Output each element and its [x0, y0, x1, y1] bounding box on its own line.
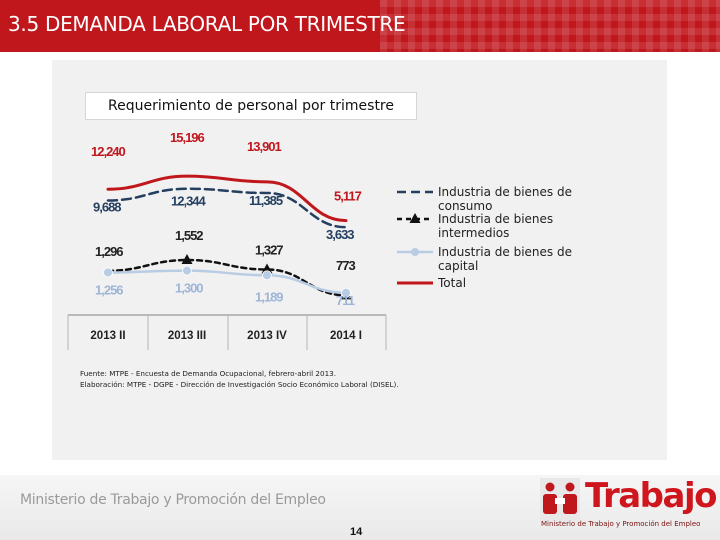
markers-layer: [103, 254, 352, 300]
brand-subtitle: Ministerio de Trabajo y Promoción del Em…: [541, 520, 701, 528]
series-line: [106, 269, 348, 294]
triangle-marker: [261, 263, 273, 274]
legend-triangle-marker: [409, 213, 421, 223]
data-label: 12,240: [91, 144, 126, 159]
data-label: 5,117: [334, 189, 362, 204]
brand-logo-text: Trabajo: [585, 476, 717, 516]
circle-marker: [262, 270, 272, 281]
page-title: 3.5 DEMANDA LABORAL POR TRIMESTRE: [8, 12, 406, 36]
series-line: [106, 187, 348, 229]
circle-marker: [341, 287, 351, 298]
series-line: [106, 258, 348, 297]
ministry-logo-icon: [540, 478, 580, 522]
source-line: Fuente: MTPE - Encuesta de Demanda Ocupa…: [80, 369, 337, 378]
data-label: 1,552: [175, 228, 203, 243]
data-label: 9,688: [93, 199, 121, 214]
legend-label-continued: intermedios: [438, 226, 509, 240]
source-note: Fuente: MTPE - Encuesta de Demanda Ocupa…: [80, 368, 399, 390]
chart-title: Requerimiento de personal por trimestre: [85, 92, 417, 120]
title-bar: 3.5 DEMANDA LABORAL POR TRIMESTRE: [0, 0, 720, 52]
data-label: 15,196: [170, 130, 205, 145]
legend-label: Industria de bienes: [438, 212, 553, 226]
footer-band: [0, 475, 720, 540]
x-tick-label: 2013 II: [90, 330, 125, 342]
x-tick-label: 2014 I: [330, 330, 362, 342]
content-panel: [52, 60, 667, 460]
legend-label: Industria de bienes de: [438, 185, 572, 199]
series-line: [106, 174, 348, 223]
plot-frame: [67, 314, 387, 350]
ministry-name: Ministerio de Trabajo y Promoción del Em…: [20, 492, 326, 508]
triangle-marker: [181, 254, 193, 265]
legend-circle-marker: [411, 248, 419, 256]
x-tick-label: 2013 III: [168, 330, 206, 342]
data-label: 13,901: [247, 139, 282, 154]
data-label: 1,189: [255, 289, 283, 304]
data-label: 1,327: [255, 242, 283, 257]
title-bar-pattern: [380, 0, 720, 52]
credits-line: Elaboración: MTPE - DGPE - Dirección de …: [80, 380, 399, 389]
data-labels: 12,240 15,196 13,901 5,117 9,688 12,344 11,385…: [91, 130, 363, 308]
legend-label: Industria de bienes de: [438, 245, 572, 259]
circle-marker: [103, 267, 113, 278]
legend-label-continued: capital: [438, 259, 478, 273]
data-label: 1,256: [95, 282, 123, 297]
circle-marker: [182, 265, 192, 276]
series-layer: [106, 174, 348, 297]
legend-label-continued: consumo: [438, 199, 492, 213]
data-label: 1,300: [175, 281, 203, 296]
data-label: 11,385: [249, 193, 283, 208]
page-number: 14: [350, 526, 363, 538]
legend-item: Total: [397, 276, 466, 290]
legend-label: Total: [437, 276, 466, 290]
x-axis-ticks: 2013 II 2013 III 2013 IV 2014 I: [90, 330, 362, 342]
data-label: 12,344: [171, 194, 207, 209]
data-label: 711: [336, 293, 355, 308]
data-label: 3,633: [326, 227, 354, 242]
x-tick-label: 2013 IV: [247, 330, 287, 342]
data-label: 773: [336, 258, 355, 273]
data-label: 1,296: [95, 244, 123, 259]
